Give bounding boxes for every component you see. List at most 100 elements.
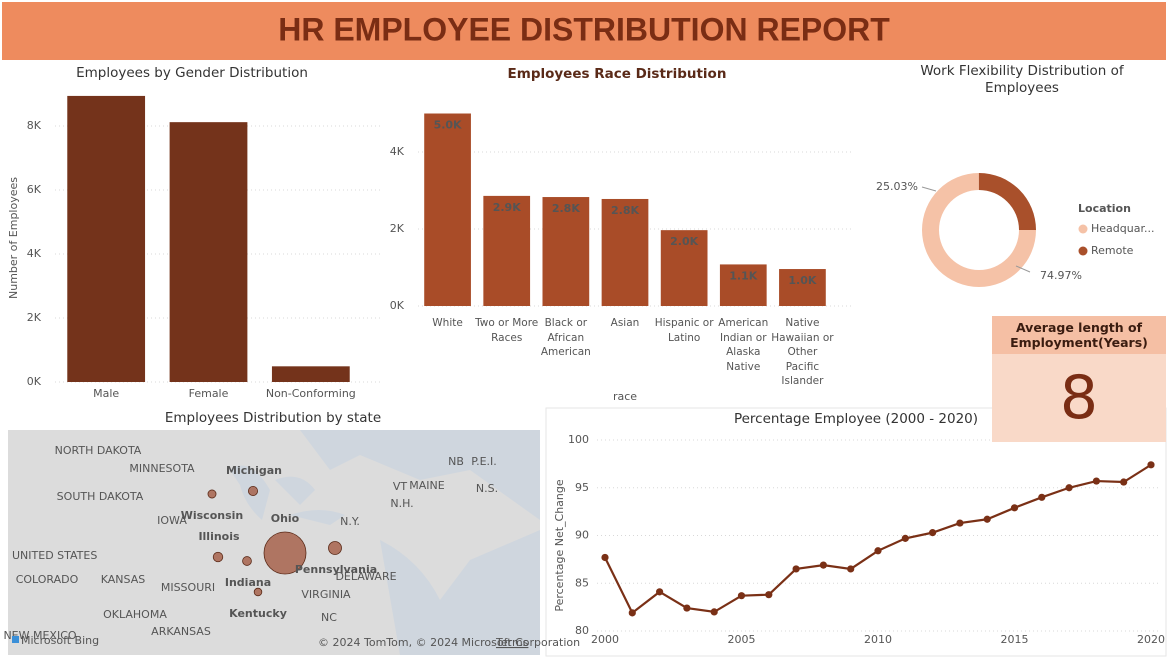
point	[983, 515, 991, 523]
bubble	[263, 531, 307, 575]
y-axis-label: Percentage Net_Change	[553, 479, 566, 612]
bubble	[253, 587, 263, 597]
y-tick-label: 80	[575, 624, 589, 637]
point	[1092, 477, 1100, 485]
bar	[483, 195, 531, 306]
value-label: 1.1K	[729, 269, 757, 282]
bubble-label: Indiana	[225, 576, 271, 589]
bubble	[212, 551, 224, 563]
bar	[169, 122, 248, 382]
kpi-title: Average length of Employment(Years)	[992, 316, 1166, 354]
point	[874, 547, 882, 555]
bar	[601, 198, 649, 306]
x-tick-label: 2020	[1137, 633, 1165, 646]
map-place-label: N.H.	[390, 497, 413, 510]
point	[819, 561, 828, 569]
bar	[67, 95, 146, 383]
chart-title: Employees Distribution by state	[165, 410, 381, 426]
donut-slice	[921, 173, 1036, 287]
value-label: 2.8K	[552, 202, 580, 215]
legend-title: Location	[1078, 202, 1131, 215]
point	[765, 591, 773, 599]
x-tick-label: White	[432, 317, 463, 329]
point	[847, 565, 855, 573]
y-tick-label: 95	[575, 481, 589, 494]
y-tick-label: 0K	[390, 299, 405, 312]
bubble-label: Pennsylvania	[295, 563, 377, 576]
bubble	[207, 489, 217, 499]
point	[1010, 504, 1019, 512]
great-lakes	[230, 465, 345, 525]
donut-slice	[978, 173, 1036, 230]
point	[901, 534, 909, 542]
map-place-label: DELAWARE	[335, 570, 396, 583]
y-tick-label: 85	[575, 576, 589, 589]
point	[1065, 484, 1073, 492]
map-place-label: VT	[393, 480, 408, 493]
slice-label: 25.03%	[876, 180, 918, 193]
x-tick-label: Non-Conforming	[266, 387, 356, 400]
chart-title: Employees by Gender Distribution	[76, 65, 308, 81]
map-country-label: UNITED STATES	[12, 549, 97, 562]
map-place-label: VIRGINIA	[301, 588, 351, 601]
x-tick-label: Black or African American	[540, 317, 591, 358]
bubble	[328, 541, 342, 555]
point	[710, 608, 718, 616]
map-place-label: P.E.I.	[471, 455, 497, 468]
point	[1120, 478, 1128, 486]
leader-line	[921, 186, 937, 192]
leader-line	[1015, 265, 1031, 273]
value-label: 1.0K	[788, 274, 816, 287]
bubble-label: Michigan	[226, 464, 282, 477]
x-axis-label: race	[613, 390, 637, 403]
bar	[542, 197, 590, 306]
report-title: HR EMPLOYEE DISTRIBUTION REPORT	[278, 11, 890, 47]
map-terms[interactable]: Terms	[495, 636, 529, 649]
x-tick-label: 2010	[864, 633, 892, 646]
map-place-label: OKLAHOMA	[103, 608, 167, 621]
y-tick-label: 6K	[27, 183, 42, 196]
map-place-label: IOWA	[157, 514, 187, 527]
slice-label: 74.97%	[1040, 269, 1082, 282]
map-place-label: SOUTH DAKOTA	[57, 490, 144, 503]
map-place-label: ARKANSAS	[151, 625, 211, 638]
header-bar	[2, 2, 1166, 60]
x-tick-label: Native Hawaiian or Other Pacific Islande…	[771, 317, 834, 387]
chart-title: Employees Race Distribution	[508, 66, 727, 82]
x-tick-label: American Indian or Alaska Native	[718, 317, 769, 373]
bubble-label: Wisconsin	[181, 509, 244, 522]
point	[656, 588, 664, 596]
map-place-label: MISSOURI	[161, 581, 215, 594]
value-label: 2.0K	[670, 235, 698, 248]
map-place-label: MAINE	[409, 479, 444, 492]
bubble-label: Illinois	[198, 530, 240, 543]
map-water	[300, 430, 540, 520]
y-tick-label: 100	[568, 433, 589, 446]
y-tick-label: 2K	[27, 311, 42, 324]
y-tick-label: 2K	[390, 222, 405, 235]
point	[929, 529, 937, 537]
map-logo: Microsoft Bing	[21, 634, 99, 647]
bubble-label: Ohio	[271, 512, 300, 525]
kpi-value: 8	[992, 354, 1166, 442]
point	[1038, 493, 1046, 501]
x-tick-label: 2015	[1001, 633, 1029, 646]
point	[737, 592, 746, 600]
x-tick-label: 2000	[591, 633, 619, 646]
value-label: 2.9K	[493, 201, 521, 214]
x-tick-label: Hispanic or Latino	[654, 317, 714, 344]
point	[683, 604, 691, 612]
legend-label: Headquar...	[1091, 222, 1154, 235]
x-tick-label: 2005	[728, 633, 756, 646]
y-tick-label: 90	[575, 529, 589, 542]
y-axis-label: Number of Employees	[7, 177, 20, 299]
x-tick-label: Male	[93, 387, 119, 400]
bubble-label: Kentucky	[229, 607, 287, 620]
map-place-label: NEW MEXICO	[3, 629, 76, 642]
y-tick-label: 4K	[390, 145, 405, 158]
chart-title: Work Flexibility Distribution of Employe…	[920, 63, 1124, 96]
map-place-label: COLORADO	[16, 573, 79, 586]
x-tick-label: Two or More Races	[475, 317, 539, 344]
map-place-label: NORTH DAKOTA	[55, 444, 142, 457]
